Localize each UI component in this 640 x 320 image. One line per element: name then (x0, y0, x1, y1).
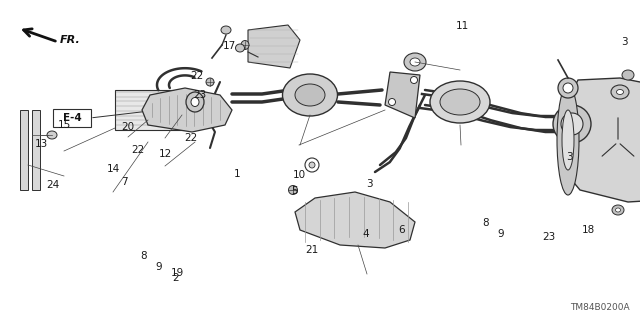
Ellipse shape (557, 85, 579, 195)
Text: 3: 3 (566, 152, 573, 162)
Ellipse shape (558, 78, 578, 98)
Ellipse shape (309, 162, 315, 168)
Ellipse shape (430, 81, 490, 123)
Text: 2: 2 (173, 273, 179, 284)
Ellipse shape (47, 131, 57, 139)
Ellipse shape (206, 78, 214, 86)
Text: 12: 12 (159, 148, 172, 159)
Text: 9: 9 (156, 262, 162, 272)
Text: 24: 24 (46, 180, 59, 190)
Ellipse shape (622, 70, 634, 80)
Ellipse shape (289, 186, 298, 195)
Text: 7: 7 (122, 177, 128, 187)
Polygon shape (115, 90, 195, 130)
Text: 5: 5 (291, 186, 298, 196)
Ellipse shape (563, 83, 573, 93)
Polygon shape (565, 78, 640, 202)
Ellipse shape (186, 92, 204, 112)
Text: 14: 14 (108, 164, 120, 174)
Text: TM84B0200A: TM84B0200A (570, 303, 630, 312)
Polygon shape (142, 88, 232, 132)
Ellipse shape (616, 90, 623, 94)
Text: 17: 17 (223, 41, 236, 52)
FancyBboxPatch shape (53, 109, 91, 127)
Text: 4: 4 (363, 228, 369, 239)
Text: 10: 10 (293, 170, 306, 180)
Ellipse shape (191, 98, 199, 107)
Text: 23: 23 (193, 90, 206, 100)
Ellipse shape (440, 89, 480, 115)
Text: 21: 21 (306, 244, 319, 255)
Text: 13: 13 (35, 139, 48, 149)
Text: 8: 8 (482, 218, 488, 228)
Text: 22: 22 (131, 145, 144, 155)
Polygon shape (295, 192, 415, 248)
Text: 11: 11 (456, 21, 468, 31)
Ellipse shape (612, 205, 624, 215)
Ellipse shape (404, 53, 426, 71)
Text: 3: 3 (367, 179, 373, 189)
Ellipse shape (553, 105, 591, 143)
Ellipse shape (410, 58, 420, 66)
Text: FR.: FR. (60, 35, 81, 45)
Ellipse shape (388, 99, 396, 106)
Polygon shape (248, 25, 300, 68)
Text: E-4: E-4 (63, 113, 81, 123)
Text: 22: 22 (191, 71, 204, 81)
Ellipse shape (611, 85, 629, 99)
Polygon shape (20, 110, 28, 190)
Ellipse shape (241, 41, 249, 50)
Text: 19: 19 (172, 268, 184, 278)
Ellipse shape (295, 84, 325, 106)
Text: 22: 22 (184, 133, 197, 143)
Ellipse shape (221, 26, 231, 34)
Text: 18: 18 (582, 225, 595, 236)
Text: 9: 9 (497, 229, 504, 239)
Ellipse shape (282, 74, 337, 116)
Text: 15: 15 (58, 120, 70, 130)
Text: 1: 1 (234, 169, 240, 180)
Polygon shape (32, 110, 40, 190)
Ellipse shape (562, 110, 574, 170)
Polygon shape (385, 72, 420, 118)
Text: 23: 23 (543, 232, 556, 242)
Text: 20: 20 (122, 122, 134, 132)
Text: 8: 8 (141, 251, 147, 261)
Ellipse shape (561, 113, 583, 135)
Text: 3: 3 (621, 36, 627, 47)
Ellipse shape (616, 208, 621, 212)
Ellipse shape (410, 76, 417, 84)
Ellipse shape (236, 44, 244, 52)
Text: 6: 6 (399, 225, 405, 235)
